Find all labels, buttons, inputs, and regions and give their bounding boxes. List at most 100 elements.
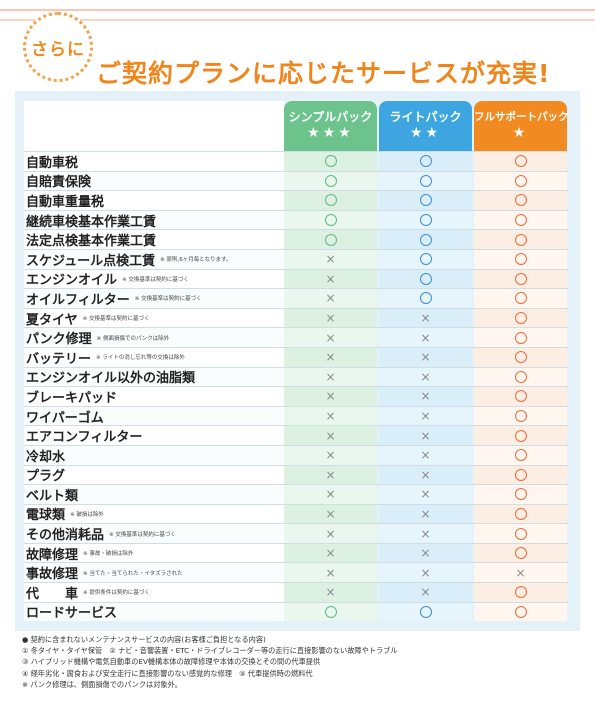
service-name-cell: ベルト類	[24, 485, 286, 504]
included-circle-icon	[514, 547, 527, 560]
service-name: エンジンオイル	[26, 273, 118, 289]
excluded-cross-icon: ×	[325, 487, 336, 502]
plan-name-full: フルサポートパック	[474, 111, 569, 123]
service-name: 代 車	[26, 586, 79, 602]
included-circle-icon	[514, 468, 527, 481]
cell-light: ×	[379, 406, 472, 426]
excluded-cross-icon: ×	[325, 311, 336, 326]
included-circle-icon	[514, 605, 527, 618]
cell-simple: ×	[284, 387, 377, 406]
plan-stars-light: ★★	[409, 125, 442, 141]
cell-full	[474, 602, 567, 622]
excluded-cross-icon: ×	[420, 565, 431, 580]
excluded-cross-icon: ×	[420, 389, 431, 404]
cell-simple: ×	[284, 485, 377, 504]
cell-light	[379, 230, 472, 249]
table-row: 自賠責保険	[24, 170, 568, 191]
excluded-cross-icon: ×	[420, 428, 431, 443]
included-circle-icon	[514, 351, 527, 364]
cell-simple: ×	[284, 563, 377, 583]
excluded-cross-icon: ×	[515, 565, 526, 580]
excluded-cross-icon: ×	[325, 350, 336, 365]
included-circle-icon	[514, 253, 527, 266]
cell-full	[474, 367, 567, 387]
table-row: その他消耗品 ※ 交換基準は契約に基づく × ×	[24, 523, 568, 543]
cell-light: ×	[379, 504, 472, 524]
service-note: ※ 交換基準は契約に基づく	[134, 296, 202, 303]
service-name: パンク修理	[26, 332, 92, 347]
cell-full	[474, 504, 567, 524]
service-name-cell: 事故修理 ※ 当てた・当てられた・イタズラされた	[24, 563, 286, 583]
cell-full	[474, 445, 567, 465]
cell-full	[474, 210, 567, 230]
service-name: エアコンフィルター	[26, 430, 143, 445]
cell-full	[474, 152, 567, 171]
table-row: 事故修理 ※ 当てた・当てられた・イタズラされた × × ×	[24, 562, 568, 583]
table-row: 故障修理 ※ 事故・破損は除外 × ×	[24, 542, 568, 563]
service-name: ベルト類	[26, 488, 79, 504]
service-name-cell: 自賠責保険	[24, 171, 286, 191]
table-row: バッテリー ※ ライトの消し忘れ等の交換は除外 × ×	[24, 346, 568, 367]
service-note: ※ 当てた・当てられた・イタズラされた	[83, 570, 183, 577]
cell-simple: ×	[284, 445, 377, 465]
sarani-badge: さらに	[23, 12, 93, 82]
cell-full	[474, 269, 567, 289]
service-name-cell: スケジュール点検工賃 ※ 原則,6ヶ月毎となります。	[24, 249, 286, 269]
excluded-cross-icon: ×	[420, 526, 431, 541]
cell-full	[474, 543, 567, 563]
cell-light: ×	[379, 426, 472, 445]
table-row: ベルト類 × ×	[24, 484, 568, 504]
service-name-cell: 法定点検基本作業工賃	[24, 230, 286, 249]
cell-light: ×	[379, 563, 472, 583]
service-name: 冷却水	[26, 449, 66, 465]
service-name: 事故修理	[26, 567, 79, 583]
cell-simple: ×	[284, 543, 377, 563]
table-row: 自動車税	[24, 151, 568, 171]
table-row: 自動車重量税	[24, 190, 568, 210]
cell-full	[474, 485, 567, 504]
plan-stars-simple: ★★★	[307, 125, 354, 141]
included-circle-icon	[419, 605, 432, 618]
excluded-cross-icon: ×	[420, 409, 431, 424]
excluded-cross-icon: ×	[420, 506, 431, 521]
included-circle-icon	[514, 272, 527, 285]
excluded-cross-icon: ×	[325, 585, 336, 600]
cell-simple: ×	[284, 249, 377, 269]
table-row: オイルフィルター ※ 交換基準は契約に基づく ×	[24, 288, 568, 308]
service-name: ワイパーゴム	[26, 410, 104, 426]
table-row: プラグ × ×	[24, 464, 568, 485]
included-circle-icon	[514, 507, 527, 520]
cell-full	[474, 583, 567, 602]
plan-name-light: ライトパック	[389, 110, 462, 124]
included-circle-icon	[514, 390, 527, 403]
service-name-cell: 故障修理 ※ 事故・破損は除外	[24, 543, 286, 563]
excluded-cross-icon: ×	[325, 389, 336, 404]
table-row: スケジュール点検工賃 ※ 原則,6ヶ月毎となります。 ×	[24, 248, 568, 269]
cell-light	[379, 249, 472, 269]
cell-simple: ×	[284, 426, 377, 445]
service-note: ※ 交換基準は契約に基づく	[122, 276, 189, 283]
excluded-cross-icon: ×	[325, 369, 336, 384]
cell-full	[474, 426, 567, 445]
top-decorative-line	[0, 9, 595, 11]
service-name-cell: 電球類 ※ 破損は除外	[24, 504, 286, 524]
cell-full	[474, 249, 567, 269]
note-line: ① 冬タイヤ・タイヤ保管 ② ナビ・音響装置・ETC・ドライブレコーダー等の走行…	[22, 646, 398, 656]
note-line: ※ パンク修理は、側面損傷でのパンクは対象外。	[22, 679, 182, 689]
included-circle-icon	[514, 214, 527, 227]
included-circle-icon	[324, 194, 337, 207]
table-row: エンジンオイル以外の油脂類 × ×	[24, 366, 568, 387]
cell-light	[379, 191, 472, 210]
included-circle-icon	[514, 174, 527, 187]
cell-simple: ×	[284, 367, 377, 387]
included-circle-icon	[514, 586, 527, 599]
service-note: ※ 原則,6ヶ月毎となります。	[160, 257, 232, 264]
service-name: エンジンオイル以外の油脂類	[26, 371, 196, 387]
service-name: 故障修理	[26, 547, 79, 563]
service-name: 電球類	[26, 508, 66, 524]
included-circle-icon	[419, 292, 432, 305]
cell-full: ×	[474, 563, 567, 583]
cell-full	[474, 328, 567, 347]
included-circle-icon	[419, 233, 432, 246]
cell-light: ×	[379, 524, 472, 543]
